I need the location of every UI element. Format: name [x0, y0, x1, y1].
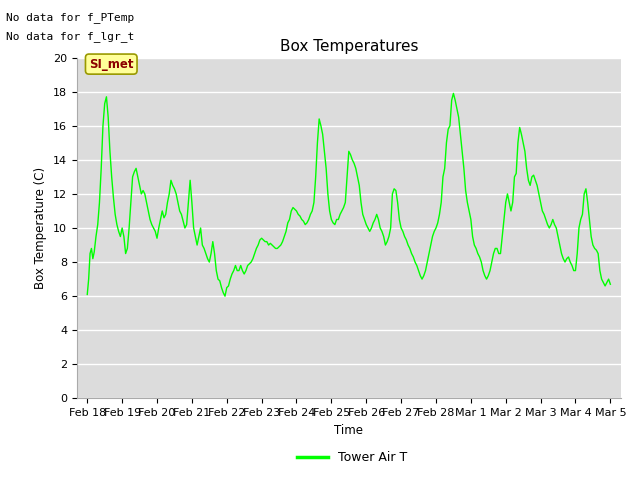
- Text: No data for f_lgr_t: No data for f_lgr_t: [6, 31, 134, 42]
- Text: No data for f_PTemp: No data for f_PTemp: [6, 12, 134, 23]
- Text: SI_met: SI_met: [89, 58, 134, 71]
- Legend: Tower Air T: Tower Air T: [292, 446, 412, 469]
- Title: Box Temperatures: Box Temperatures: [280, 39, 418, 54]
- Y-axis label: Box Temperature (C): Box Temperature (C): [35, 167, 47, 289]
- X-axis label: Time: Time: [334, 424, 364, 437]
